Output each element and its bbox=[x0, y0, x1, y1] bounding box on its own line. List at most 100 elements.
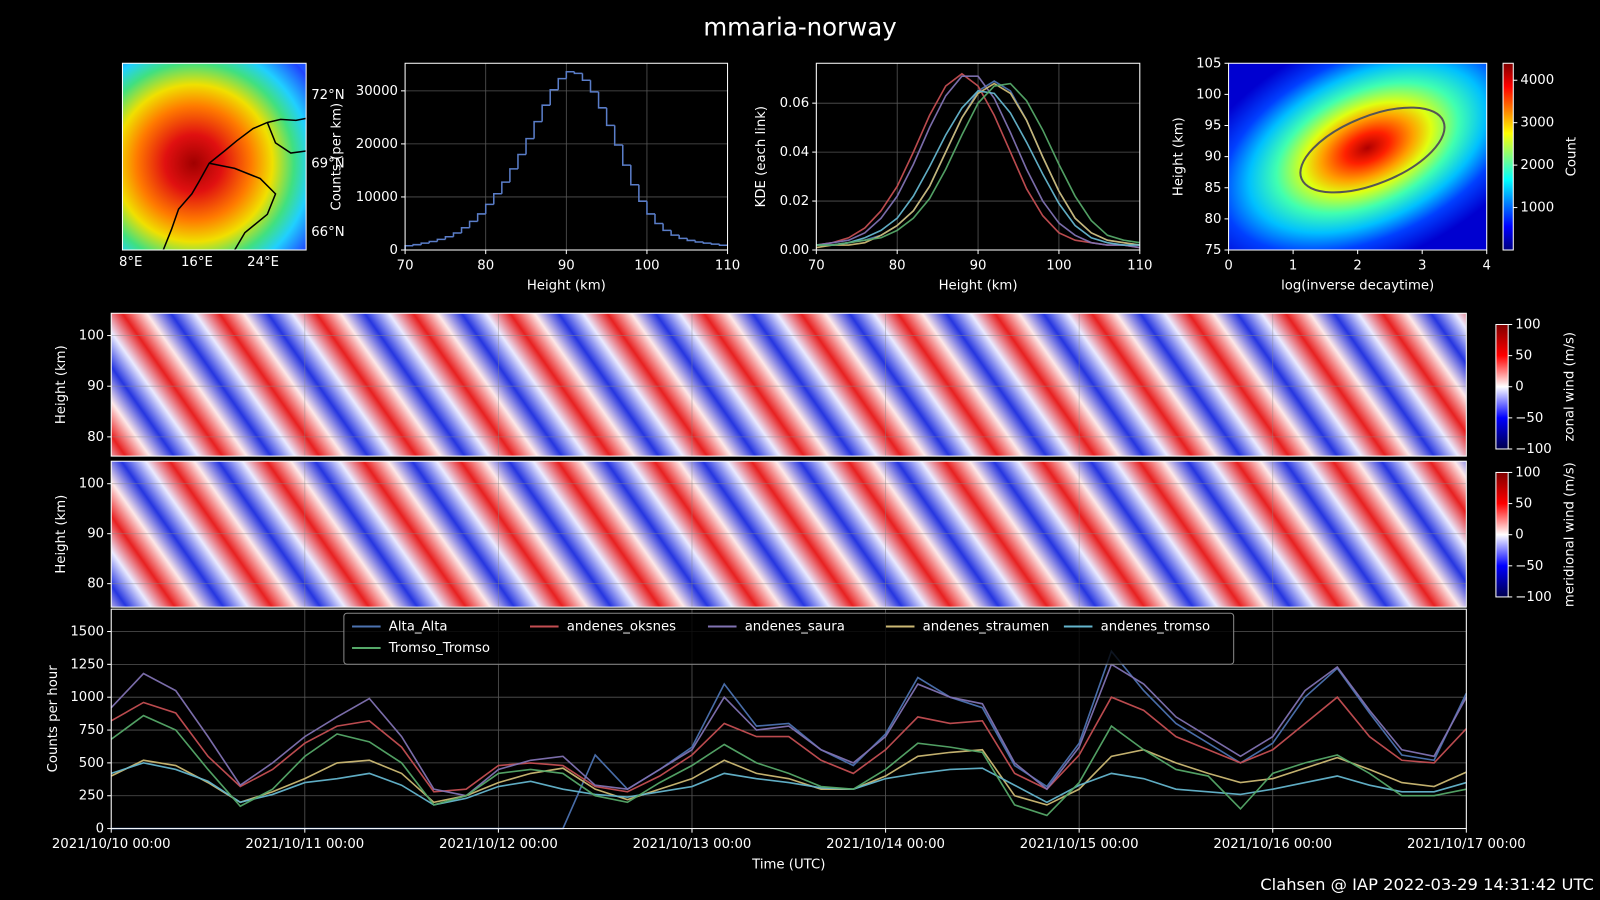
footer: Clahsen @ IAP 2022-03-29 14:31:42 UTC bbox=[1260, 875, 1594, 894]
legend-label: andenes_oksnes bbox=[567, 620, 676, 635]
series-line bbox=[110, 696, 1467, 793]
histogram-step bbox=[702, 242, 712, 244]
figure-title: mmaria-norway bbox=[703, 13, 896, 42]
histogram-step bbox=[549, 89, 559, 106]
histogram-step bbox=[718, 244, 728, 246]
x-tick-label: 80 bbox=[477, 258, 494, 273]
colorbar-label: meridional wind (m/s) bbox=[1562, 462, 1577, 607]
y-tick-label: 10000 bbox=[356, 190, 398, 205]
y-axis-label: Height (km) bbox=[54, 495, 69, 574]
histogram-step bbox=[493, 193, 502, 205]
y-tick-label: 20000 bbox=[356, 137, 398, 152]
y-axis-label: Counts (per km) bbox=[330, 103, 345, 211]
x-tick-label: 70 bbox=[397, 258, 414, 273]
y-axis-label: Counts per hour bbox=[46, 665, 61, 773]
histogram-step bbox=[404, 244, 414, 250]
axes-frame bbox=[110, 312, 1467, 457]
x-tick-label: 100 bbox=[634, 258, 659, 273]
y-tick-label: 105 bbox=[1196, 56, 1221, 71]
coastline bbox=[162, 117, 307, 250]
x-tick-label: 80 bbox=[889, 258, 906, 273]
histogram-step bbox=[670, 230, 680, 236]
y-tick-label: 750 bbox=[79, 723, 104, 738]
legend-label: andenes_saura bbox=[745, 620, 845, 635]
y-tick-label: 1000 bbox=[70, 690, 104, 705]
series-line bbox=[110, 714, 1467, 817]
series-line bbox=[816, 90, 1140, 246]
histogram-step bbox=[468, 220, 478, 228]
x-tick-label: 90 bbox=[970, 258, 987, 273]
y-tick-label: 90 bbox=[1205, 150, 1222, 165]
x-axis-label: Height (km) bbox=[527, 279, 606, 294]
x-tick-label: 110 bbox=[715, 258, 740, 273]
histogram-step bbox=[436, 238, 446, 242]
colorbar-tick-label: 4000 bbox=[1520, 73, 1554, 88]
colorbar-tick-label: 3000 bbox=[1520, 116, 1554, 131]
y-tick-label: 1500 bbox=[70, 625, 104, 640]
y-tick-label: 80 bbox=[1205, 212, 1222, 227]
series-line bbox=[111, 649, 1468, 830]
colorbar-tick-label: 2000 bbox=[1520, 158, 1554, 173]
histogram-step bbox=[573, 71, 583, 75]
histogram-step bbox=[444, 235, 454, 240]
histogram-step bbox=[581, 73, 591, 82]
legend-label: andenes_straumen bbox=[923, 620, 1050, 635]
density-contour bbox=[1299, 106, 1446, 194]
colorbar-tick-label: 100 bbox=[1515, 317, 1540, 332]
x-tick-label: 2021/10/10 00:00 bbox=[52, 837, 171, 852]
x-tick-label: 2021/10/11 00:00 bbox=[245, 837, 364, 852]
y-tick-label: 100 bbox=[1196, 87, 1221, 102]
x-tick-label: 16°E bbox=[181, 255, 213, 270]
histogram-step bbox=[678, 235, 688, 240]
meridional-wind-image bbox=[111, 461, 1467, 608]
histogram-step bbox=[621, 144, 631, 166]
y-tick-label: 72°N bbox=[311, 88, 344, 103]
colorbar-tick-label: 0 bbox=[1515, 528, 1523, 543]
x-axis-label: log(inverse decaytime) bbox=[1281, 279, 1434, 294]
y-tick-label: 0.02 bbox=[780, 194, 810, 209]
series-line bbox=[816, 72, 1140, 249]
histogram-step bbox=[686, 238, 696, 242]
colorbar-label: zonal wind (m/s) bbox=[1562, 332, 1577, 442]
histogram-step bbox=[452, 232, 462, 237]
histogram-step bbox=[565, 70, 575, 79]
x-tick-label: 4 bbox=[1483, 258, 1491, 273]
x-tick-label: 2021/10/12 00:00 bbox=[439, 837, 558, 852]
x-tick-label: 2021/10/15 00:00 bbox=[1020, 837, 1139, 852]
x-tick-label: 1 bbox=[1289, 258, 1297, 273]
y-axis-label: KDE (each link) bbox=[754, 106, 769, 207]
histogram-step bbox=[517, 153, 527, 169]
density-blob bbox=[1228, 63, 1487, 250]
y-axis-label: Height (km) bbox=[54, 345, 69, 424]
colorbar-tick-label: −100 bbox=[1515, 590, 1551, 605]
y-tick-label: 100 bbox=[79, 477, 104, 492]
colorbar-tick-label: 0 bbox=[1515, 380, 1523, 395]
histogram-step bbox=[694, 240, 704, 243]
colorbar-tick-label: 50 bbox=[1515, 497, 1532, 512]
histogram-step bbox=[630, 165, 639, 186]
x-tick-label: 100 bbox=[1046, 258, 1071, 273]
y-tick-label: 0.04 bbox=[780, 145, 810, 160]
histogram-step bbox=[638, 184, 647, 202]
x-tick-label: 8°E bbox=[119, 255, 142, 270]
y-tick-label: 0 bbox=[96, 822, 104, 837]
x-tick-label: 24°E bbox=[247, 255, 279, 270]
series-line bbox=[110, 762, 1467, 806]
series-line bbox=[110, 748, 1467, 806]
x-tick-label: 90 bbox=[558, 258, 575, 273]
histogram-step bbox=[710, 243, 720, 245]
y-tick-label: 80 bbox=[87, 430, 104, 445]
y-tick-label: 80 bbox=[87, 577, 104, 592]
x-tick-label: 2021/10/16 00:00 bbox=[1213, 837, 1332, 852]
y-tick-label: 90 bbox=[87, 379, 104, 394]
x-tick-label: 110 bbox=[1127, 258, 1152, 273]
colorbar-tick-label: 50 bbox=[1515, 349, 1532, 364]
x-axis-label: Height (km) bbox=[939, 279, 1018, 294]
y-tick-label: 1250 bbox=[70, 657, 104, 672]
colorbar bbox=[1495, 323, 1509, 450]
y-axis-label: Height (km) bbox=[1172, 117, 1187, 196]
histogram-step bbox=[509, 168, 518, 183]
axes-frame bbox=[110, 608, 1467, 830]
